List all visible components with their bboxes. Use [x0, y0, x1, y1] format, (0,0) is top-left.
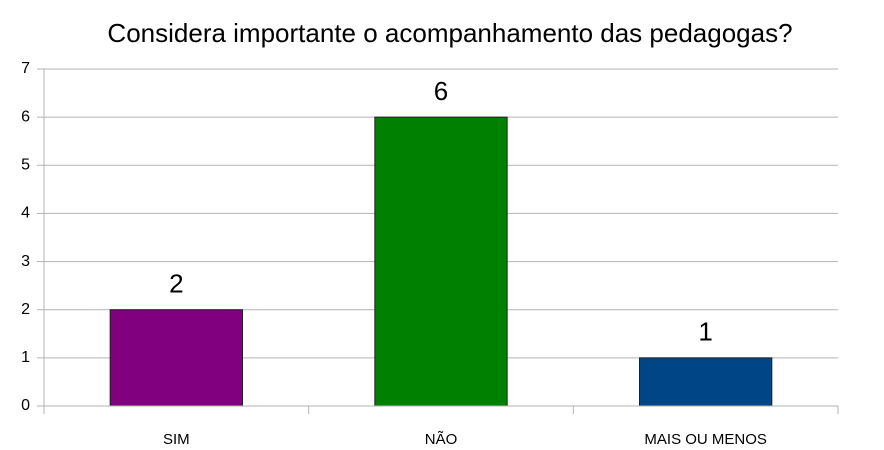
bar — [374, 116, 508, 407]
y-tick-label: 6 — [21, 108, 30, 125]
x-tick-label: MAIS OU MENOS — [644, 431, 767, 448]
x-tick-label: NÃO — [425, 431, 458, 448]
y-tick-label: 7 — [21, 60, 30, 77]
bar — [109, 309, 243, 407]
data-label: 6 — [434, 76, 448, 106]
chart-title: Considera importante o acompanhamento da… — [107, 18, 792, 48]
data-label: 2 — [169, 269, 183, 299]
y-tick-label: 5 — [21, 157, 30, 174]
y-tick-label: 1 — [21, 349, 30, 366]
y-tick-label: 0 — [21, 397, 30, 414]
y-tick-label: 4 — [21, 205, 30, 222]
y-tick-label: 3 — [21, 253, 30, 270]
bar — [639, 357, 773, 407]
data-label: 1 — [698, 317, 712, 347]
x-tick-label: SIM — [163, 431, 190, 448]
y-tick-label: 2 — [21, 301, 30, 318]
